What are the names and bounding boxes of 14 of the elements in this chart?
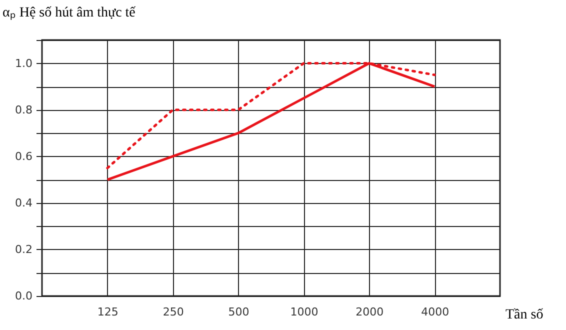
x-tick-label: 500 xyxy=(228,306,250,318)
y-tick-label: 0.6 xyxy=(15,150,32,163)
y-tick-label: 1.0 xyxy=(15,56,32,70)
y-axis-title: αₚ Hệ số hút âm thực tế xyxy=(2,6,136,20)
y-tick-label: 0.4 xyxy=(15,196,32,210)
x-tick-label: 4000 xyxy=(421,306,450,318)
x-tick-label: 1000 xyxy=(290,306,318,318)
x-axis-title: Tần số xyxy=(506,308,544,322)
x-tick-label: 125 xyxy=(97,306,118,318)
x-tick-label: 2000 xyxy=(356,306,384,318)
y-tick-label: 0.0 xyxy=(15,290,32,302)
y-tick-label: 0.2 xyxy=(15,242,32,256)
x-tick-label: 250 xyxy=(162,306,184,318)
y-tick-label: 0.8 xyxy=(15,103,32,116)
